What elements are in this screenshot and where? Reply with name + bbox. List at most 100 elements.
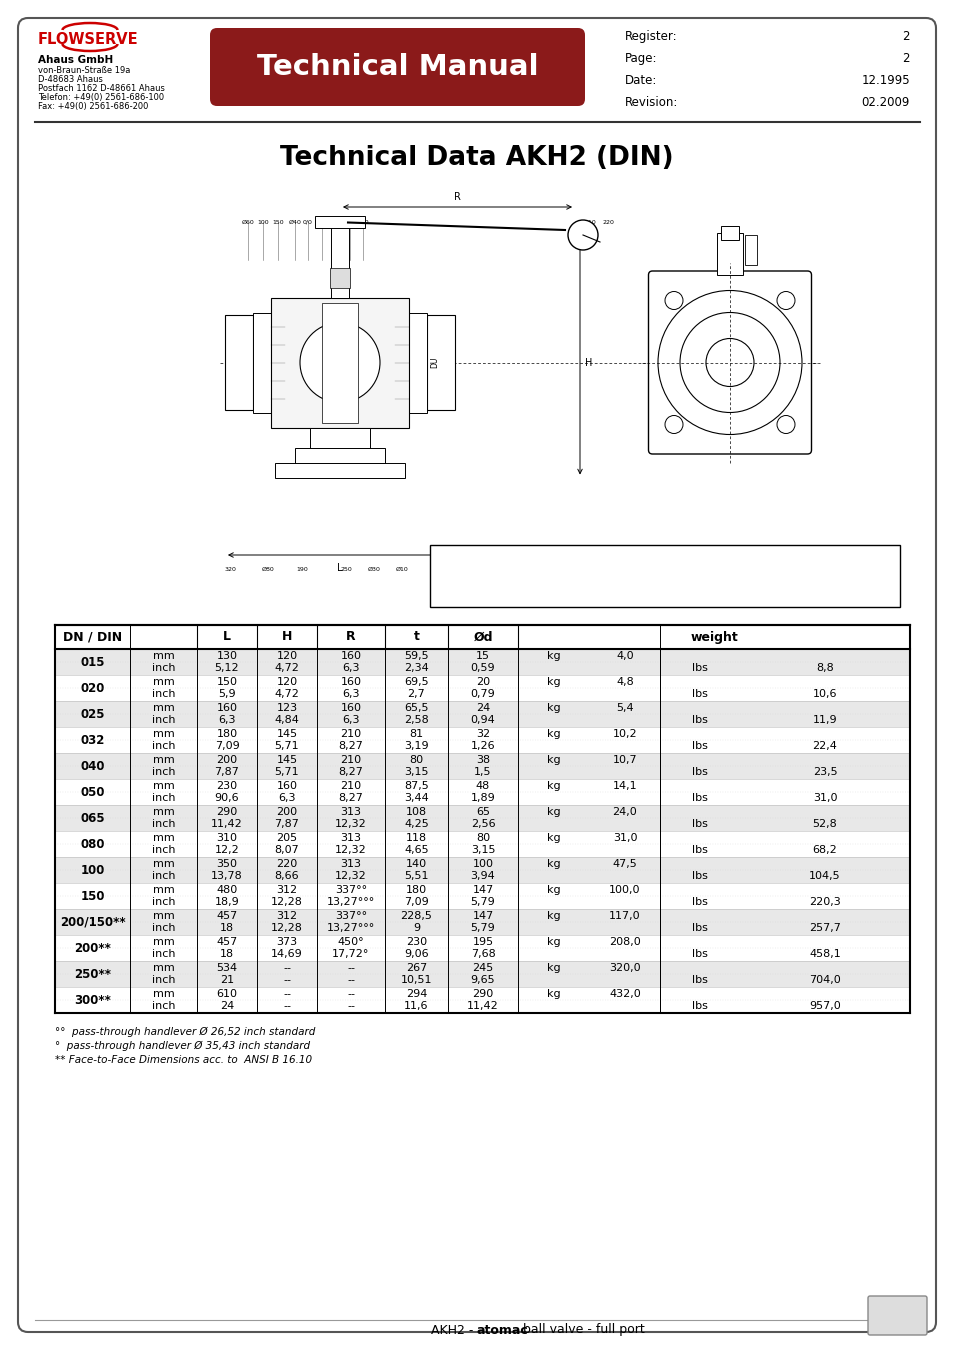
Text: 230: 230 (216, 782, 237, 791)
Text: kg: kg (547, 860, 560, 869)
Text: 24: 24 (476, 703, 490, 713)
Text: 100: 100 (257, 220, 269, 225)
Text: 31,0: 31,0 (612, 833, 637, 844)
Text: 208,0: 208,0 (608, 937, 640, 948)
Text: inch: inch (152, 871, 175, 880)
Bar (322, 302, 357, 423)
Bar (55, 701, 909, 728)
Text: 140: 140 (406, 860, 427, 869)
Text: 5,9: 5,9 (218, 688, 235, 699)
Text: 5,79: 5,79 (470, 896, 495, 907)
Text: AKH2 -: AKH2 - (430, 1323, 476, 1336)
Text: lbs: lbs (691, 663, 707, 672)
FancyBboxPatch shape (648, 271, 811, 454)
Text: mm: mm (152, 651, 174, 661)
Text: 120: 120 (276, 651, 297, 661)
Text: 4,0: 4,0 (616, 651, 633, 661)
Text: 2,56: 2,56 (470, 818, 495, 829)
Text: 13,27°°°: 13,27°°° (327, 922, 375, 933)
Bar (55, 936, 909, 961)
Bar (717, 234, 742, 275)
Text: 14,1: 14,1 (612, 782, 637, 791)
Text: mm: mm (152, 678, 174, 687)
Text: atomac: atomac (476, 1323, 528, 1336)
Text: mm: mm (152, 990, 174, 999)
Text: t: t (414, 630, 419, 644)
Text: kg: kg (547, 678, 560, 687)
Text: inch: inch (152, 818, 175, 829)
Bar (274, 463, 405, 478)
Text: 300**: 300** (74, 994, 111, 1007)
Text: 4,25: 4,25 (404, 818, 429, 829)
Text: 11,42: 11,42 (211, 818, 243, 829)
Text: mm: mm (152, 860, 174, 869)
Text: 150: 150 (272, 220, 283, 225)
Text: 18: 18 (220, 922, 233, 933)
Circle shape (776, 292, 794, 309)
Text: FLOWSERVE: FLOWSERVE (38, 32, 138, 47)
Text: mm: mm (152, 703, 174, 713)
Text: 24,0: 24,0 (612, 807, 637, 817)
Text: 100: 100 (472, 860, 493, 869)
Text: kg: kg (547, 990, 560, 999)
Text: 7,09: 7,09 (404, 896, 429, 907)
Text: 1,26: 1,26 (470, 741, 495, 751)
Text: 230: 230 (406, 937, 427, 948)
Bar (225, 315, 253, 410)
Text: 11,42: 11,42 (467, 1000, 498, 1011)
Text: 312: 312 (276, 886, 297, 895)
Text: 12,32: 12,32 (335, 845, 367, 855)
FancyBboxPatch shape (867, 1296, 926, 1335)
Text: 4,8: 4,8 (616, 678, 633, 687)
Text: --: -- (283, 1000, 291, 1011)
Text: 117,0: 117,0 (609, 911, 640, 921)
Text: 24: 24 (219, 1000, 233, 1011)
Text: 130: 130 (216, 651, 237, 661)
Text: lbs: lbs (691, 818, 707, 829)
Text: 200**: 200** (74, 941, 111, 954)
Text: H: H (281, 630, 292, 644)
Text: Ød: Ød (473, 630, 493, 644)
Circle shape (679, 312, 780, 413)
Circle shape (664, 292, 682, 309)
Text: 160: 160 (216, 703, 237, 713)
Text: 610: 610 (216, 990, 237, 999)
Text: 160: 160 (276, 782, 297, 791)
Text: mm: mm (152, 755, 174, 765)
Bar (427, 315, 455, 410)
Text: --: -- (347, 975, 355, 984)
Text: 040: 040 (80, 760, 105, 772)
Text: 80: 80 (409, 755, 423, 765)
Bar (253, 312, 271, 413)
Text: 11,6: 11,6 (404, 1000, 428, 1011)
Text: 032: 032 (80, 733, 105, 747)
Circle shape (658, 290, 801, 435)
Text: 5,4: 5,4 (616, 703, 633, 713)
Text: lbs: lbs (691, 688, 707, 699)
Text: 210: 210 (340, 782, 361, 791)
Text: lbs: lbs (691, 845, 707, 855)
Circle shape (776, 416, 794, 433)
Text: 10,7: 10,7 (612, 755, 637, 765)
Text: 150: 150 (216, 678, 237, 687)
Text: weight: weight (689, 630, 737, 644)
Text: 160: 160 (340, 703, 361, 713)
Text: kg: kg (547, 886, 560, 895)
Text: 8,27: 8,27 (338, 741, 363, 751)
Text: mm: mm (152, 886, 174, 895)
Bar (331, 217, 349, 297)
Text: ** Face-to-Face Dimensions acc. to  ANSI B 16.10: ** Face-to-Face Dimensions acc. to ANSI … (55, 1054, 312, 1065)
Text: lbs: lbs (691, 714, 707, 725)
Text: 110: 110 (356, 220, 369, 225)
Text: 9,65: 9,65 (470, 975, 495, 984)
Text: 313: 313 (340, 833, 361, 844)
Text: Postfach 1162 D-48661 Ahaus: Postfach 1162 D-48661 Ahaus (38, 84, 165, 93)
Text: --: -- (347, 1000, 355, 1011)
Bar (55, 832, 909, 857)
Text: 2,7: 2,7 (407, 688, 425, 699)
Bar (409, 312, 427, 413)
Text: inch: inch (152, 845, 175, 855)
Text: 7,87: 7,87 (274, 818, 299, 829)
Text: 02.2009: 02.2009 (861, 96, 909, 109)
Text: inch: inch (152, 949, 175, 958)
